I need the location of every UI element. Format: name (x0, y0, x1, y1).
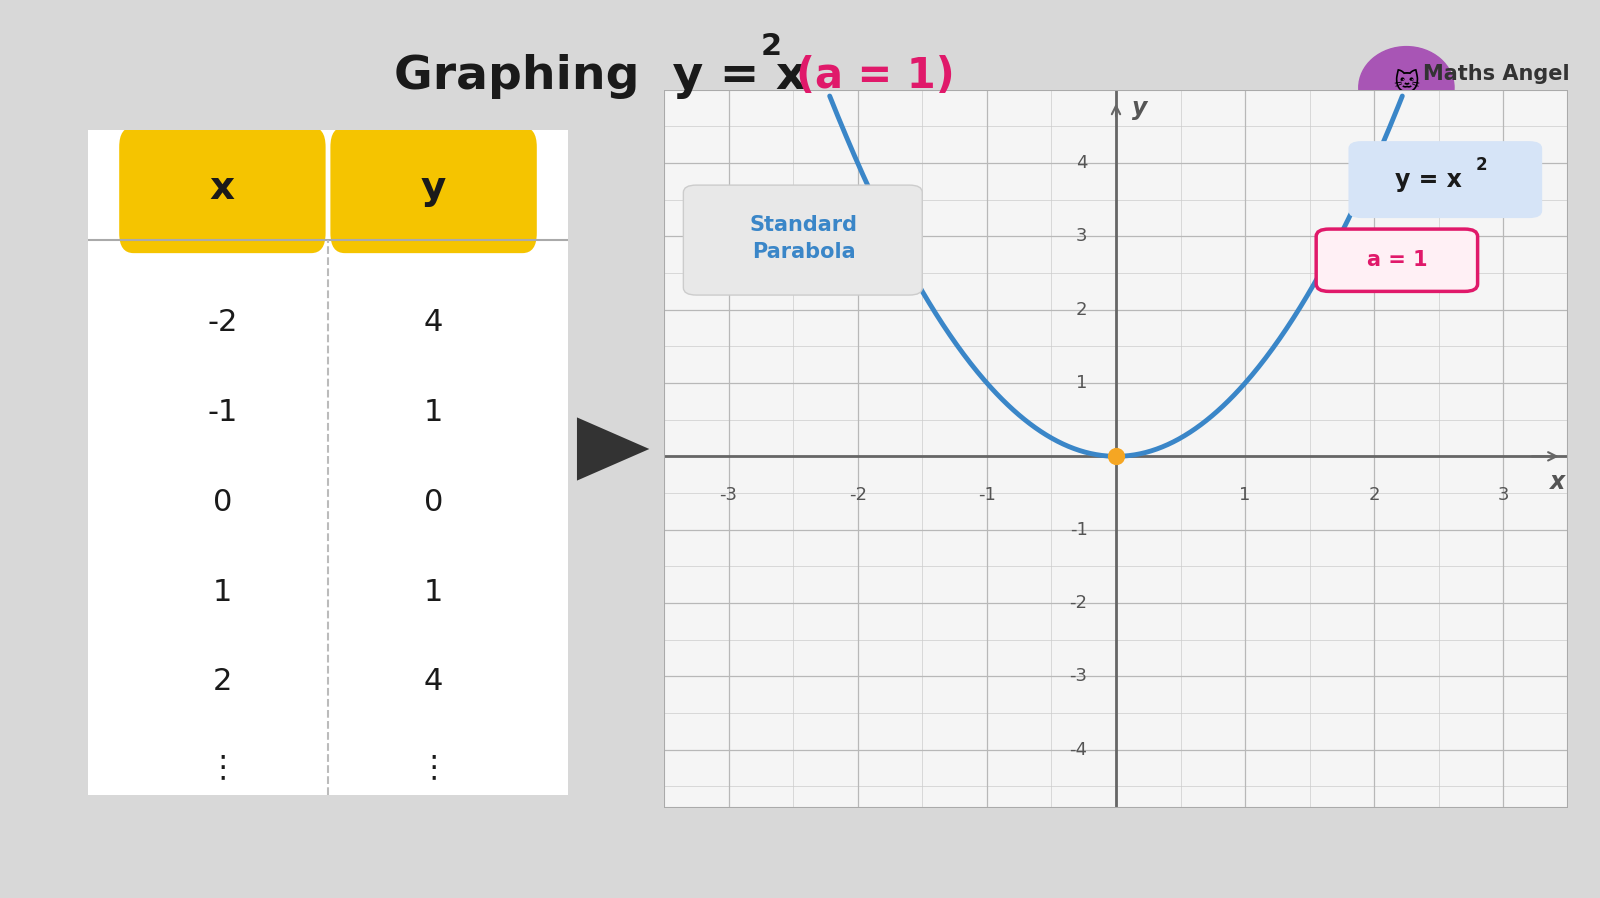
Text: ⋮: ⋮ (206, 753, 238, 783)
Text: a = 1: a = 1 (1366, 250, 1427, 270)
FancyBboxPatch shape (330, 127, 536, 253)
Text: 0: 0 (424, 488, 443, 517)
Text: -1: -1 (1070, 521, 1088, 539)
Text: -3: -3 (720, 486, 738, 504)
Text: 1: 1 (1240, 486, 1251, 504)
Polygon shape (578, 418, 650, 480)
Text: -1: -1 (978, 486, 995, 504)
Text: 4: 4 (424, 308, 443, 338)
Text: -4: -4 (1069, 741, 1088, 759)
Text: 2: 2 (1368, 486, 1381, 504)
Text: x: x (1550, 470, 1565, 494)
Point (1104, 449, 1130, 463)
Text: y: y (1131, 96, 1147, 120)
Text: -1: -1 (208, 398, 237, 427)
Text: 🐱: 🐱 (1394, 71, 1419, 95)
Text: 4: 4 (424, 667, 443, 696)
Text: 1: 1 (424, 398, 443, 427)
Text: -2: -2 (208, 308, 237, 338)
Text: 1: 1 (424, 577, 443, 606)
Text: Maths Angel: Maths Angel (1422, 64, 1570, 84)
FancyBboxPatch shape (1317, 229, 1478, 291)
Text: x: x (210, 169, 235, 207)
Text: 2: 2 (1475, 156, 1488, 174)
FancyBboxPatch shape (683, 185, 922, 295)
Text: (a = 1): (a = 1) (766, 56, 955, 97)
Text: y: y (421, 169, 446, 207)
Text: y = x: y = x (1395, 168, 1462, 192)
Text: 1: 1 (213, 577, 232, 606)
Text: 2: 2 (1077, 301, 1088, 319)
Circle shape (1358, 47, 1454, 128)
Text: -2: -2 (848, 486, 867, 504)
Text: ⋮: ⋮ (418, 753, 450, 783)
Text: 2: 2 (213, 667, 232, 696)
Text: Graphing  y = x: Graphing y = x (394, 54, 806, 99)
Text: Standard
Parabola: Standard Parabola (749, 216, 858, 262)
Text: 0: 0 (213, 488, 232, 517)
FancyBboxPatch shape (120, 127, 326, 253)
Text: -3: -3 (1069, 667, 1088, 685)
Text: 3: 3 (1498, 486, 1509, 504)
Text: -2: -2 (1069, 594, 1088, 612)
Text: 2: 2 (760, 32, 782, 61)
Text: 1: 1 (1077, 374, 1088, 392)
Text: 3: 3 (1077, 227, 1088, 245)
FancyBboxPatch shape (83, 124, 573, 801)
FancyBboxPatch shape (1349, 141, 1542, 218)
Text: 4: 4 (1077, 154, 1088, 172)
